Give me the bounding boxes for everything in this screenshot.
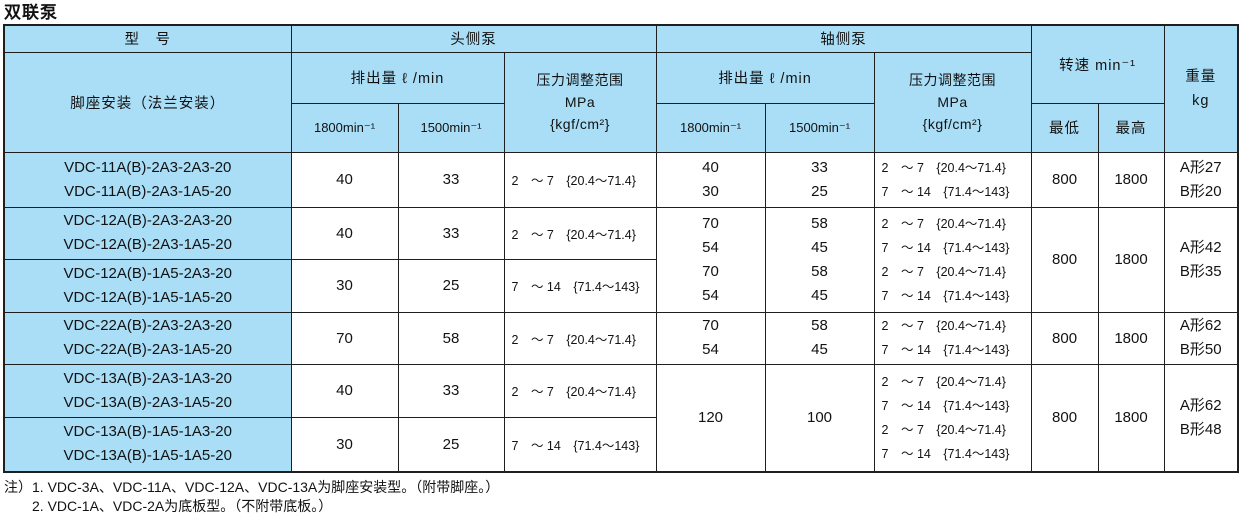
- footnotes: 注）1. VDC-3A、VDC-11A、VDC-12A、VDC-13A为脚座安装…: [4, 478, 1243, 515]
- header-head-pump: 头侧泵: [290, 24, 657, 53]
- header-head-discharge: 排出量 ℓ /min: [290, 51, 505, 104]
- weight-vdc22a: A形62 B形50: [1163, 311, 1239, 365]
- header-shaft-rpm-1500: 1500min⁻¹: [764, 102, 875, 153]
- header-speed-max: 最高: [1097, 102, 1165, 153]
- header-shaft-discharge: 排出量 ℓ /min: [655, 51, 875, 104]
- speed-max-vdc22a: 1800: [1097, 311, 1165, 365]
- header-shaft-pump: 轴侧泵: [655, 24, 1032, 53]
- head-discharge-1800-vdc12a-1a5: 30: [290, 258, 399, 313]
- head-discharge-1500-vdc22a: 58: [397, 311, 505, 365]
- head-discharge-1800-vdc13a-2a3: 40: [290, 363, 399, 418]
- header-speed: 转速 min⁻¹: [1030, 24, 1165, 104]
- header-head-rpm-1800: 1800min⁻¹: [290, 102, 399, 153]
- model-cell-vdc22a: VDC-22A(B)-2A3-2A3-20 VDC-22A(B)-2A3-1A5…: [3, 311, 292, 365]
- head-discharge-1800-vdc12a-2a3: 40: [290, 206, 399, 260]
- header-head-rpm-1500: 1500min⁻¹: [397, 102, 505, 153]
- header-model: 型 号: [3, 24, 292, 53]
- head-pressure-vdc13a-2a3: 2 ～ 7 {20.4～71.4}: [503, 363, 657, 418]
- head-pressure-vdc13a-1a5: 7 ～ 14 {71.4～143}: [503, 416, 657, 473]
- shaft-pressure-vdc13a: 2 ～ 7 {20.4～71.4} 7 ～ 14 {71.4～143} 2 ～ …: [873, 363, 1032, 473]
- head-discharge-1800-vdc11a: 40: [290, 151, 399, 208]
- header-speed-min: 最低: [1030, 102, 1099, 153]
- head-discharge-1800-vdc13a-1a5: 30: [290, 416, 399, 473]
- header-head-pressure-range: 压力调整范围 MPa {kgf/cm²}: [503, 51, 657, 153]
- shaft-pressure-vdc12a: 2 ～ 7 {20.4～71.4} 7 ～ 14 {71.4～143} 2 ～ …: [873, 206, 1032, 313]
- speed-min-vdc12a: 800: [1030, 206, 1099, 313]
- table-row: VDC-12A(B)-2A3-2A3-20 VDC-12A(B)-2A3-1A5…: [3, 206, 1239, 313]
- model-cell-vdc13a-1a5: VDC-13A(B)-1A5-1A3-20 VDC-13A(B)-1A5-1A5…: [3, 416, 292, 473]
- speed-min-vdc22a: 800: [1030, 311, 1099, 365]
- table-row: VDC-13A(B)-1A5-1A3-20 VDC-13A(B)-1A5-1A5…: [3, 416, 1238, 473]
- speed-max-vdc11a: 1800: [1097, 151, 1165, 208]
- shaft-discharge-1800-vdc13a: 120: [655, 363, 766, 473]
- head-discharge-1800-vdc22a: 70: [290, 311, 399, 365]
- weight-vdc12a: A形42 B形35: [1163, 206, 1239, 313]
- table-row: VDC-11A(B)-2A3-2A3-20 VDC-11A(B)-2A3-1A5…: [3, 151, 1239, 208]
- pump-spec-table: 型 号 头侧泵 轴侧泵 转速 min⁻¹ 重量 kg 脚座安装（法兰安装） 排出…: [3, 24, 1240, 473]
- shaft-discharge-1500-vdc13a: 100: [764, 363, 875, 473]
- table-row: VDC-13A(B)-2A3-1A3-20 VDC-13A(B)-2A3-1A5…: [3, 363, 1239, 473]
- footnote-2: 2. VDC-1A、VDC-2A为底板型。（不附带底板。）: [32, 497, 333, 514]
- model-cell-vdc12a-2a3: VDC-12A(B)-2A3-2A3-20 VDC-12A(B)-2A3-1A5…: [3, 206, 292, 260]
- header-weight: 重量 kg: [1163, 24, 1239, 153]
- table-row: VDC-22A(B)-2A3-2A3-20 VDC-22A(B)-2A3-1A5…: [3, 311, 1239, 365]
- footnote-1: 注）1. VDC-3A、VDC-11A、VDC-12A、VDC-13A为脚座安装…: [4, 479, 500, 495]
- head-pressure-vdc11a: 2 ～ 7 {20.4～71.4}: [503, 151, 657, 208]
- page-title: 双联泵: [4, 3, 58, 22]
- head-discharge-1500-vdc13a-1a5: 25: [397, 416, 505, 473]
- model-cell-vdc13a-2a3: VDC-13A(B)-2A3-1A3-20 VDC-13A(B)-2A3-1A5…: [3, 363, 292, 418]
- model-cell-vdc11a: VDC-11A(B)-2A3-2A3-20 VDC-11A(B)-2A3-1A5…: [3, 151, 292, 208]
- head-discharge-1500-vdc12a-1a5: 25: [397, 258, 505, 313]
- weight-vdc13a: A形62 B形48: [1163, 363, 1239, 473]
- shaft-discharge-1800-vdc12a: 70 54 70 54: [655, 206, 766, 313]
- header-shaft-rpm-1800: 1800min⁻¹: [655, 102, 766, 153]
- head-pressure-vdc12a-2a3: 2 ～ 7 {20.4～71.4}: [503, 206, 657, 260]
- header-mount-type: 脚座安装（法兰安装）: [3, 51, 292, 153]
- speed-max-vdc13a: 1800: [1097, 363, 1165, 473]
- table-row: VDC-12A(B)-1A5-2A3-20 VDC-12A(B)-1A5-1A5…: [3, 258, 1238, 313]
- head-pressure-vdc22a: 2 ～ 7 {20.4～71.4}: [503, 311, 657, 365]
- model-cell-vdc12a-1a5: VDC-12A(B)-1A5-2A3-20 VDC-12A(B)-1A5-1A5…: [3, 258, 292, 313]
- head-pressure-vdc12a-1a5: 7 ～ 14 {71.4～143}: [503, 258, 657, 313]
- weight-vdc11a: A形27 B形20: [1163, 151, 1239, 208]
- speed-min-vdc11a: 800: [1030, 151, 1099, 208]
- speed-min-vdc13a: 800: [1030, 363, 1099, 473]
- shaft-discharge-1800-vdc11a: 40 30: [655, 151, 766, 208]
- shaft-pressure-vdc22a: 2 ～ 7 {20.4～71.4} 7 ～ 14 {71.4～143}: [873, 311, 1032, 365]
- head-discharge-1500-vdc12a-2a3: 33: [397, 206, 505, 260]
- shaft-discharge-1500-vdc12a: 58 45 58 45: [764, 206, 875, 313]
- shaft-discharge-1800-vdc22a: 70 54: [655, 311, 766, 365]
- header-shaft-pressure-range: 压力调整范围 MPa {kgf/cm²}: [873, 51, 1032, 153]
- head-discharge-1500-vdc11a: 33: [397, 151, 505, 208]
- speed-max-vdc12a: 1800: [1097, 206, 1165, 313]
- shaft-pressure-vdc11a: 2 ～ 7 {20.4～71.4} 7 ～ 14 {71.4～143}: [873, 151, 1032, 208]
- shaft-discharge-1500-vdc22a: 58 45: [764, 311, 875, 365]
- shaft-discharge-1500-vdc11a: 33 25: [764, 151, 875, 208]
- head-discharge-1500-vdc13a-2a3: 33: [397, 363, 505, 418]
